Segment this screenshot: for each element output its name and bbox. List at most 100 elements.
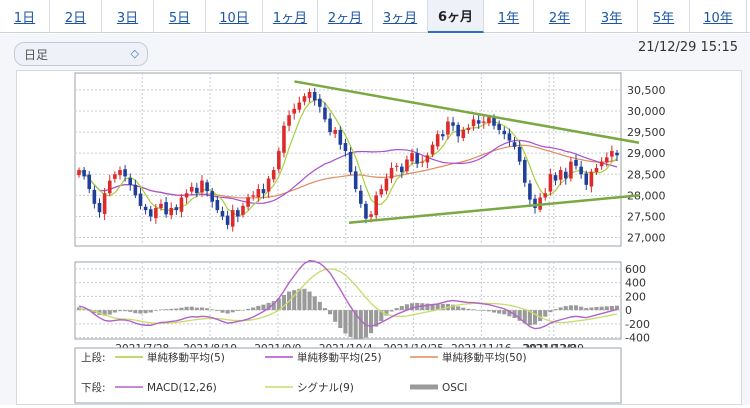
candle-body	[169, 208, 174, 216]
timestamp: 21/12/29 15:15	[638, 40, 738, 55]
candle-body	[379, 189, 384, 195]
legend-item-ma5: 単純移動平均(5)	[147, 351, 225, 364]
candle-body	[456, 124, 460, 137]
osci-bar	[404, 304, 409, 311]
osci-bar	[486, 310, 491, 312]
macd-tick-label: 200	[625, 290, 646, 303]
osci-bar	[502, 310, 507, 315]
stock-chart: 27,000 27,500 28,000 28,500 29,000 29,500 30,0…	[74, 72, 666, 404]
candle-body	[353, 171, 358, 190]
candle-body	[405, 159, 409, 172]
candle-body	[400, 166, 404, 173]
price-tick-label: 29,500	[627, 126, 666, 139]
support-trendline	[348, 194, 640, 225]
tab-10[interactable]: 1年	[484, 0, 534, 33]
osci-bar	[399, 306, 404, 311]
candle-body	[184, 193, 189, 198]
candle-body	[430, 144, 435, 155]
candle-body	[302, 96, 307, 102]
candle-body	[574, 159, 578, 166]
osci-bar	[153, 310, 158, 311]
candle-body	[610, 151, 614, 157]
osci-bar	[532, 310, 538, 325]
chevron-updown-icon: ◇	[130, 47, 139, 60]
period-select-value: 日足	[24, 47, 49, 62]
candle-body	[297, 102, 302, 110]
tab-12[interactable]: 3年	[586, 0, 638, 33]
candle-body	[205, 182, 209, 192]
tab-3[interactable]: 3日	[102, 0, 154, 33]
candle-body	[492, 117, 496, 126]
candle-body	[569, 161, 573, 179]
candle-body	[277, 151, 281, 170]
tab-4[interactable]: 5日	[154, 0, 206, 33]
candle-body	[282, 125, 286, 153]
osci-bar	[527, 310, 532, 326]
osci-bar	[133, 310, 138, 314]
osci-bar	[143, 310, 148, 314]
candle-body	[323, 107, 327, 120]
tab-6[interactable]: 1ヶ月	[263, 0, 318, 33]
candle-body	[92, 189, 97, 204]
price-tick-label: 27,500	[627, 210, 666, 223]
candle-body	[369, 214, 373, 217]
candle-body	[476, 120, 481, 124]
tab-11[interactable]: 2年	[534, 0, 586, 33]
osci-bar	[312, 296, 317, 311]
osci-bar	[471, 309, 476, 311]
osci-bar	[215, 310, 220, 312]
osci-bar	[343, 310, 348, 334]
candle-body	[82, 170, 86, 177]
osci-bar	[563, 306, 568, 311]
osci-bar	[425, 303, 430, 311]
osci-bar	[184, 306, 189, 311]
candle-body	[123, 169, 127, 177]
osci-bar	[302, 288, 307, 311]
legend-item-osci: OSCI	[442, 382, 467, 394]
osci-bar	[271, 301, 276, 311]
osci-bar	[604, 306, 609, 311]
osci-bar	[338, 310, 343, 328]
candle-body	[420, 161, 425, 163]
osci-bar	[440, 303, 445, 311]
candle-body	[533, 198, 537, 209]
osci-bar	[409, 303, 415, 311]
period-select[interactable]: 日足 ◇	[14, 42, 148, 66]
candle-body	[164, 202, 168, 215]
price-tick-label: 30,500	[627, 84, 666, 97]
osci-bar	[358, 310, 363, 339]
osci-bar	[435, 304, 440, 311]
tab-13[interactable]: 5年	[638, 0, 690, 33]
candle-body	[589, 172, 594, 187]
osci-bar	[430, 303, 435, 311]
osci-bar	[507, 310, 512, 317]
osci-bar	[328, 310, 333, 315]
osci-bar	[573, 305, 579, 311]
osci-bar	[235, 310, 240, 312]
macd-tick-label: 600	[625, 263, 646, 276]
osci-bar	[225, 310, 230, 314]
osci-bar	[491, 310, 497, 313]
candle-body	[271, 170, 276, 180]
tab-7[interactable]: 2ヶ月	[318, 0, 373, 33]
macd-tick-label: -400	[625, 332, 650, 345]
tab-5[interactable]: 10日	[206, 0, 263, 33]
tab-1[interactable]: 1日	[0, 0, 50, 33]
tab-8[interactable]: 3ヶ月	[373, 0, 428, 33]
candle-body	[87, 174, 92, 190]
osci-bar	[164, 309, 169, 311]
osci-bar	[169, 308, 174, 311]
tab-14[interactable]: 10年	[690, 0, 747, 33]
candle-body	[359, 190, 363, 204]
price-tick-label: 30,000	[627, 105, 666, 118]
candle-body	[318, 98, 322, 107]
tab-9[interactable]: 6ヶ月	[428, 0, 484, 33]
osci-bar	[333, 310, 338, 322]
legend-item-macd: MACD(12,26)	[147, 382, 217, 394]
osci-bar	[281, 295, 287, 311]
tab-2[interactable]: 2日	[50, 0, 102, 33]
candle-body	[563, 171, 568, 179]
candle-body	[241, 205, 245, 215]
candle-body	[374, 195, 378, 216]
osci-bar	[210, 309, 215, 311]
